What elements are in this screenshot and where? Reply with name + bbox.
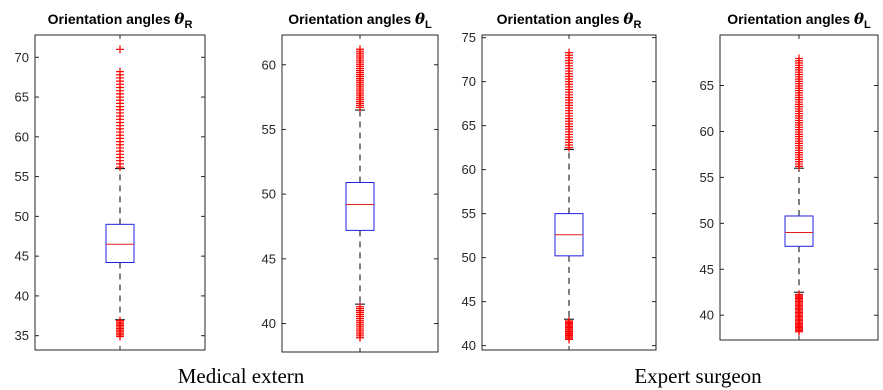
y-tick-label: 50 xyxy=(462,250,476,265)
chart-title-text: Orientation angles xyxy=(497,11,624,27)
iqr-box xyxy=(345,182,375,231)
y-tick-label: 60 xyxy=(262,57,276,72)
y-tick-label: 60 xyxy=(15,129,29,144)
box-plot-panel-4: 40 45 50 55 60 65 Orientation angles θL xyxy=(700,10,879,341)
y-tick-label: 55 xyxy=(700,170,714,185)
outlier-marker xyxy=(116,67,124,76)
y-tick-label: 45 xyxy=(462,294,476,309)
outlier-marker xyxy=(565,48,573,57)
y-tick-label: 35 xyxy=(15,328,29,343)
outlier-marker xyxy=(795,290,803,299)
chart-title-subscript: L xyxy=(864,19,871,31)
outlier-marker xyxy=(795,54,803,63)
outlier-marker xyxy=(356,302,364,311)
chart-title-symbol: θ xyxy=(623,10,633,28)
outlier-marker xyxy=(356,45,364,54)
y-tick-label: 50 xyxy=(262,187,276,202)
y-tick-label: 40 xyxy=(700,308,714,323)
chart-title-subscript: R xyxy=(184,19,192,31)
y-tick-label: 60 xyxy=(462,162,476,177)
outlier-marker xyxy=(565,316,573,325)
y-tick-label: 40 xyxy=(15,288,29,303)
group-label-medical-extern: Medical extern xyxy=(178,364,305,388)
group-label-expert-surgeon: Expert surgeon xyxy=(634,364,762,388)
y-tick-label: 65 xyxy=(700,78,714,93)
y-tick-label: 55 xyxy=(462,206,476,221)
y-tick-label: 55 xyxy=(262,122,276,137)
y-tick-label: 50 xyxy=(15,209,29,224)
y-tick-label: 70 xyxy=(462,74,476,89)
y-tick-label: 65 xyxy=(462,118,476,133)
iqr-box xyxy=(784,215,814,247)
chart-title-symbol: θ xyxy=(415,10,425,28)
chart-title-subscript: R xyxy=(633,19,641,31)
chart-title-text: Orientation angles xyxy=(288,11,415,27)
chart-title: Orientation angles θR xyxy=(497,10,642,31)
chart-title-symbol: θ xyxy=(174,10,184,28)
y-tick-label: 45 xyxy=(262,251,276,266)
iqr-box xyxy=(105,223,135,263)
chart-title-symbol: θ xyxy=(854,10,864,28)
y-tick-label: 45 xyxy=(700,262,714,277)
outlier-marker xyxy=(116,45,124,54)
y-tick-label: 65 xyxy=(15,90,29,105)
y-tick-label: 40 xyxy=(262,316,276,331)
box-plot-panel-2: 40 45 50 55 60 Orientation angles θL xyxy=(262,10,439,353)
y-tick-label: 60 xyxy=(700,124,714,139)
chart-title: Orientation angles θL xyxy=(288,10,432,31)
chart-title: Orientation angles θR xyxy=(48,10,193,31)
box-plot-panel-3: 40 45 50 55 60 65 70 75 Orientation angles θR xyxy=(462,10,657,353)
chart-title-subscript: L xyxy=(425,19,432,31)
box-plot-panel-1: 35 40 45 50 55 60 65 70 Orientation angles θR xyxy=(15,10,206,351)
y-tick-label: 75 xyxy=(462,30,476,45)
y-tick-label: 40 xyxy=(462,338,476,353)
y-tick-label: 45 xyxy=(15,249,29,264)
chart-title-text: Orientation angles xyxy=(48,11,175,27)
outlier-marker xyxy=(116,316,124,325)
y-tick-label: 55 xyxy=(15,169,29,184)
y-tick-label: 70 xyxy=(15,50,29,65)
y-tick-label: 50 xyxy=(700,216,714,231)
chart-title: Orientation angles θL xyxy=(727,10,871,31)
chart-title-text: Orientation angles xyxy=(727,11,854,27)
